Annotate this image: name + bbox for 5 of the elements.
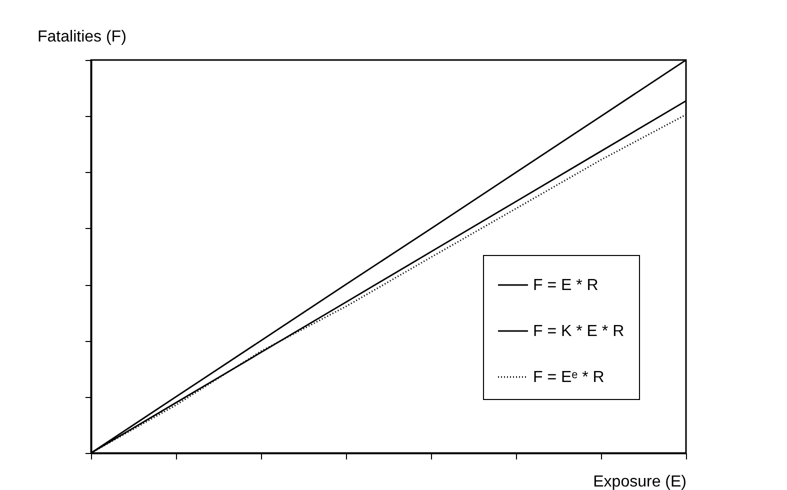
legend-label: F = K * E * R bbox=[533, 323, 624, 340]
legend-label: F = Eᵉ * R bbox=[533, 369, 604, 386]
x-axis-title: Exposure (E) bbox=[593, 474, 686, 490]
y-axis-title: Fatalities (F) bbox=[38, 28, 126, 46]
legend-label: F = E * R bbox=[533, 277, 598, 294]
